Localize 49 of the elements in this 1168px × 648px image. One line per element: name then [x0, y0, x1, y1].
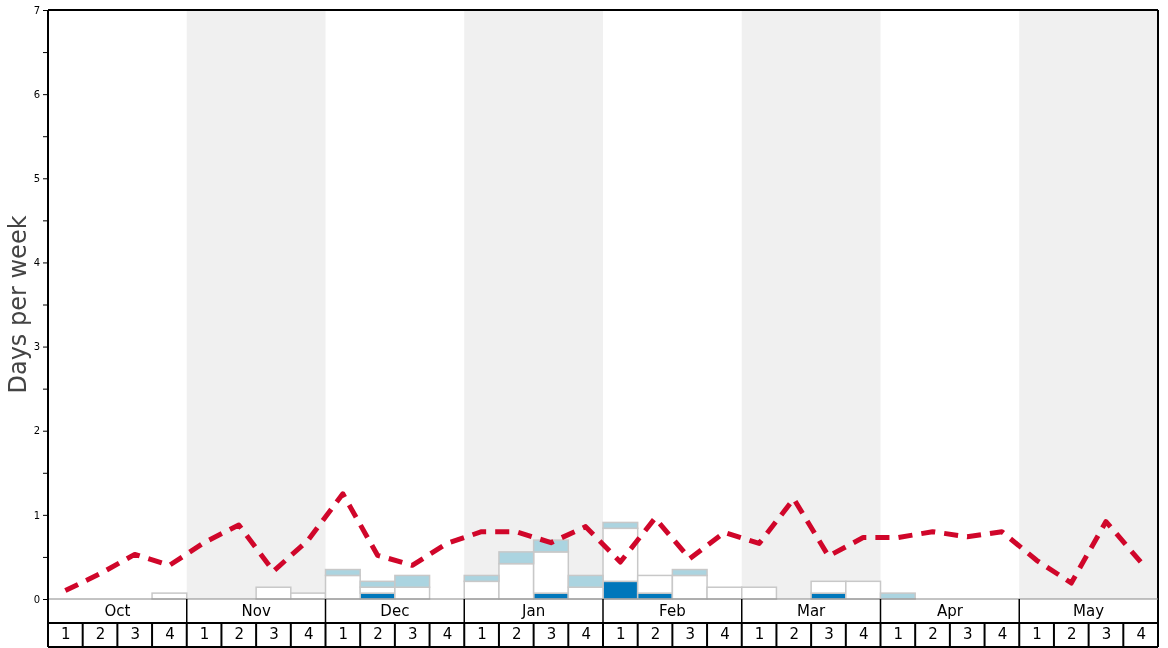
- y-axis-title: Days per week: [4, 215, 32, 394]
- x-tick-label: 1: [754, 624, 765, 643]
- y-tick-label: 5: [33, 172, 40, 184]
- y-tick-label: 1: [33, 509, 40, 521]
- x-tick-label: 3: [824, 624, 834, 643]
- x-tick-label: 2: [512, 624, 522, 643]
- x-tick-label: 4: [165, 624, 175, 643]
- x-tick-label: 4: [997, 624, 1008, 643]
- x-tick-label: 3: [1101, 624, 1112, 643]
- x-tick-label: 3: [962, 624, 973, 643]
- x-tick-label: 2: [1067, 624, 1077, 643]
- x-tick-label: 4: [442, 624, 453, 643]
- x-tick-label: 1: [616, 624, 626, 643]
- x-tick-label: 3: [407, 624, 418, 643]
- x-tick-label: 4: [581, 624, 591, 643]
- x-tick-label: 3: [130, 624, 140, 643]
- x-tick-label: 2: [789, 624, 800, 643]
- x-tick-label: 1: [477, 624, 487, 643]
- x-tick-label: 1: [1032, 624, 1042, 643]
- x-tick-label: 3: [685, 624, 695, 643]
- x-tick-label: 2: [95, 624, 106, 643]
- text: Mar: [796, 602, 827, 620]
- text: Oct: [104, 602, 131, 620]
- x-tick-label: 2: [373, 624, 383, 643]
- x-tick-label: 4: [1136, 624, 1146, 643]
- x-tick-label: 4: [720, 624, 730, 643]
- y-tick-label: 4: [33, 257, 40, 269]
- x-tick-label: 3: [546, 624, 557, 643]
- y-tick-label: 7: [33, 4, 40, 16]
- y-tick-label: 0: [33, 593, 40, 605]
- y-tick-label: 3: [33, 341, 40, 353]
- x-tick-label: 2: [234, 624, 245, 643]
- y-tick-label: 6: [33, 88, 40, 100]
- x-tick-label: 3: [269, 624, 279, 643]
- x-tick-label: 1: [338, 624, 349, 643]
- x-tick-label: 1: [199, 624, 210, 643]
- x-tick-label: 4: [858, 624, 869, 643]
- text: May: [1073, 602, 1105, 620]
- x-tick-label: 2: [928, 624, 938, 643]
- text: Feb: [659, 602, 686, 620]
- text: Dec: [380, 602, 410, 620]
- text: Apr: [936, 602, 964, 620]
- y-tick-label: 2: [33, 425, 40, 437]
- x-tick-label: 4: [303, 624, 314, 643]
- x-tick-label: 2: [650, 624, 661, 643]
- x-tick-label: 1: [61, 624, 71, 643]
- text: Jan: [521, 602, 546, 620]
- x-tick-label: 1: [893, 624, 904, 643]
- text: Nov: [241, 602, 271, 620]
